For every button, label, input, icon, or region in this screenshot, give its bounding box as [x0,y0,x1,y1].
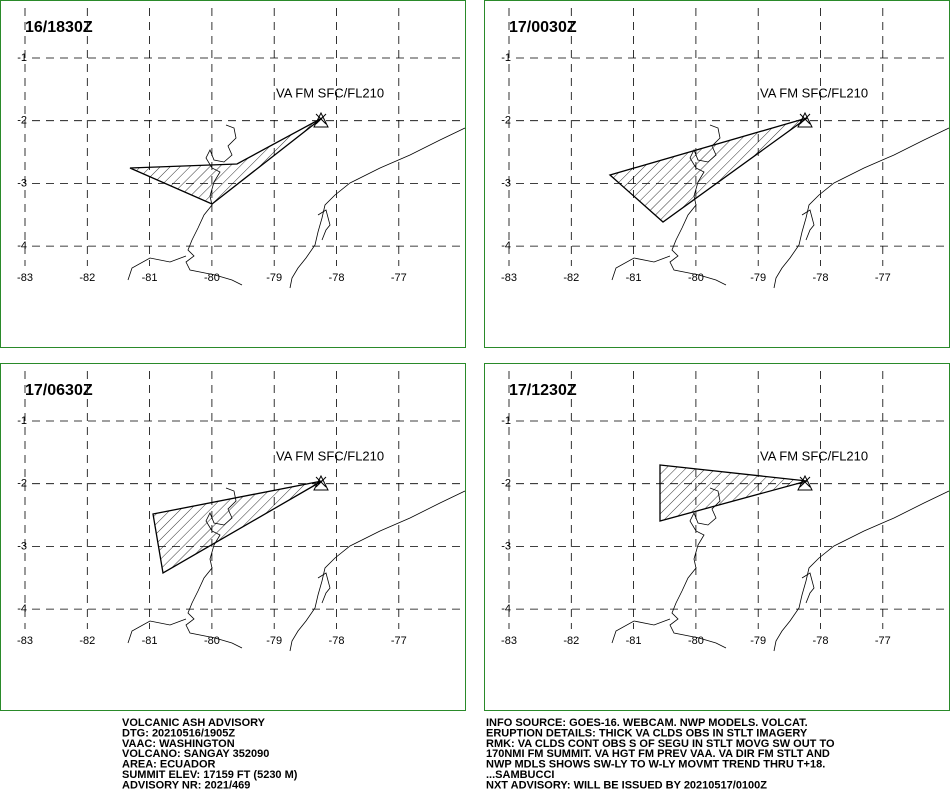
advisory-line: ERUPTION DETAILS: THICK VA CLDS OBS IN S… [486,727,808,739]
lon-label: -81 [626,635,642,647]
lon-label: -79 [266,635,282,647]
lon-label: -79 [750,272,766,284]
map-panel: -83 -82 -81 -80 -79 -78 -77 -1 -2 -3 -4 17/1230Z VA … [484,363,950,711]
lon-label: -82 [563,272,579,284]
lon-label: -78 [329,635,345,647]
lon-label: -80 [688,635,704,647]
lon-label: -77 [875,272,891,284]
lon-label: -82 [79,635,95,647]
lon-label: -78 [329,272,345,284]
lon-label: -77 [391,272,407,284]
lat-label: -1 [17,52,27,64]
lat-label: -4 [501,603,511,615]
lon-label: -80 [204,272,220,284]
lon-label: -77 [391,635,407,647]
lat-label: -4 [501,240,511,252]
advisory-line: 170NMI FM SUMMIT. VA HGT FM PREV VAA. VA… [486,748,830,760]
lon-label: -81 [142,635,158,647]
map-panel: -83 -82 -81 -80 -79 -78 -77 -1 -2 -3 -4 16/1830Z VA … [0,0,466,348]
ash-cloud [608,117,808,223]
lon-label: -80 [688,272,704,284]
lat-label: -2 [17,478,27,490]
advisory-line: DTG: 20210516/1905Z [122,727,235,739]
lat-label: -3 [17,177,27,189]
advisory-line: NXT ADVISORY: WILL BE ISSUED BY 20210517… [486,779,767,791]
lat-label: -3 [17,540,27,552]
valid-time: 17/0030Z [509,19,577,36]
ash-cloud [659,464,808,522]
lon-label: -78 [813,635,829,647]
valid-time: 17/1230Z [509,382,577,399]
lon-label: -79 [266,272,282,284]
ash-annotation: VA FM SFC/FL210 [760,85,868,100]
advisory-line: VAAC: WASHINGTON [122,738,235,750]
advisory-line: RMK: VA CLDS CONT OBS S OF SEGU IN STLT … [486,738,835,750]
advisory-line: INFO SOURCE: GOES-16. WEBCAM. NWP MODELS… [486,717,808,729]
advisory-line: AREA: ECUADOR [122,759,216,771]
ash-annotation: VA FM SFC/FL210 [760,448,868,463]
lat-label: -3 [501,540,511,552]
lat-label: -1 [17,415,27,427]
valid-time: 16/1830Z [25,19,93,36]
lat-label: -4 [17,603,27,615]
lon-label: -82 [563,635,579,647]
lon-label: -83 [17,635,33,647]
lat-label: -4 [17,240,27,252]
lon-label: -81 [626,272,642,284]
advisory-line: VOLCANIC ASH ADVISORY [122,717,266,729]
ash-annotation: VA FM SFC/FL210 [276,85,384,100]
lon-label: -77 [875,635,891,647]
lon-label: -82 [79,272,95,284]
advisory-line: ADVISORY NR: 2021/469 [122,779,250,791]
lat-label: -1 [501,52,511,64]
lon-label: -79 [750,635,766,647]
lat-label: -1 [501,415,511,427]
advisory-line: VOLCANO: SANGAY 352090 [122,748,269,760]
map-panel: -83 -82 -81 -80 -79 -78 -77 -1 -2 -3 -4 17/0630Z VA … [0,363,466,711]
lon-label: -81 [142,272,158,284]
lon-label: -83 [501,272,517,284]
advisory-line: NWP MDLS SHOWS SW-LY TO W-LY MOVMT TREND… [486,759,825,771]
ash-annotation: VA FM SFC/FL210 [276,448,384,463]
lon-label: -83 [501,635,517,647]
lon-label: -83 [17,272,33,284]
lat-label: -2 [501,115,511,127]
lat-label: -3 [501,177,511,189]
map-panel: -83 -82 -81 -80 -79 -78 -77 -1 -2 -3 -4 17/0030Z VA … [484,0,950,348]
advisory-line: SUMMIT ELEV: 17159 FT (5230 M) [122,769,298,781]
lat-label: -2 [17,115,27,127]
lon-label: -80 [204,635,220,647]
valid-time: 17/0630Z [25,382,93,399]
lon-label: -78 [813,272,829,284]
advisory-line: ...SAMBUCCI [486,769,554,781]
lat-label: -2 [501,478,511,490]
ash-cloud [129,117,323,205]
ash-cloud [152,480,323,575]
